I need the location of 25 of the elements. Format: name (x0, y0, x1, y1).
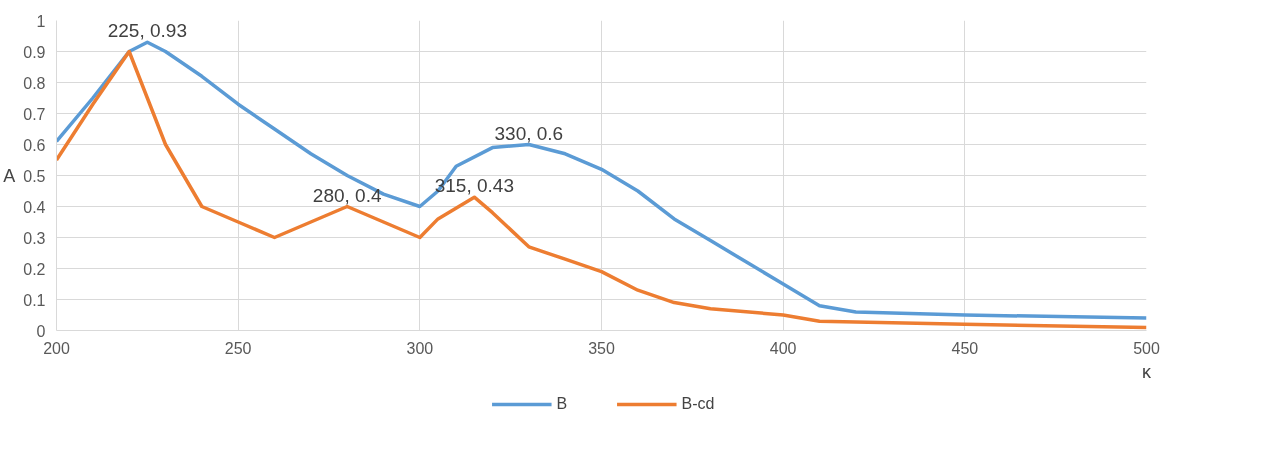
annotation: 280, 0.4 (312, 184, 382, 206)
y-tick-label: 0.2 (23, 260, 46, 278)
x-axis-title: κ (1142, 361, 1152, 382)
y-tick-label: 0.3 (23, 229, 46, 247)
y-tick-label: 0.9 (23, 43, 46, 61)
x-tick-label: 400 (769, 339, 797, 357)
y-tick-label: 0 (36, 322, 46, 340)
legend-label: B (556, 395, 569, 413)
y-tick-label: 0.5 (23, 167, 46, 185)
x-tick-label: 350 (588, 339, 615, 357)
y-tick-label: 0.8 (23, 74, 46, 92)
x-tick-label: 250 (224, 339, 252, 357)
x-tick-label: 450 (951, 339, 979, 357)
y-tick-label: 0.4 (23, 198, 46, 216)
annotation: 330, 0.6 (494, 122, 564, 144)
x-tick-label: 200 (43, 339, 70, 357)
x-tick-label: 500 (1133, 339, 1160, 357)
y-tick-label: 0.7 (23, 105, 46, 123)
annotation: 225, 0.93 (107, 20, 187, 42)
x-tick-label: 300 (406, 339, 434, 357)
y-tick-label: 0.6 (23, 136, 46, 154)
legend-label: B-cd (681, 395, 715, 413)
y-axis-title: A (3, 165, 16, 186)
y-tick-label: 0.1 (23, 291, 46, 309)
y-tick-label: 1 (36, 12, 46, 30)
